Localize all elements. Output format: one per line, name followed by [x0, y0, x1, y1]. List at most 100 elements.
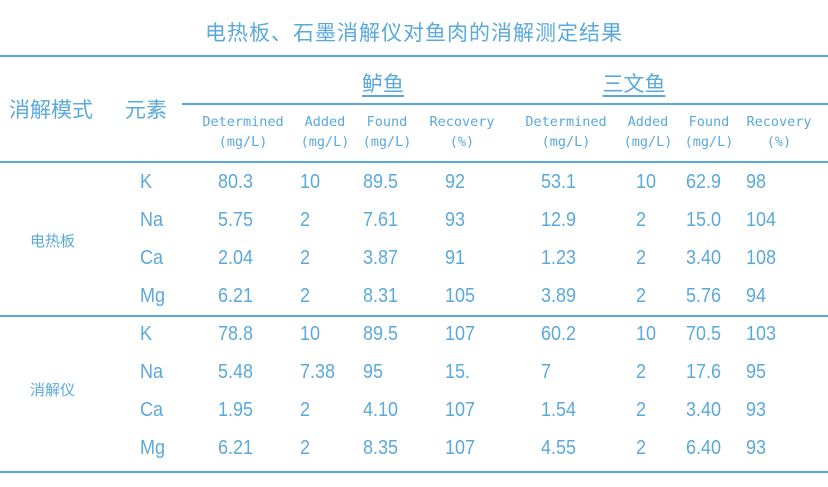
element-cell: Ca — [140, 399, 164, 421]
subheader-unit: (mg/L) — [623, 134, 673, 150]
top-rule — [0, 55, 828, 57]
value-cell: 105 — [445, 285, 476, 307]
value-cell: 6.21 — [218, 437, 254, 459]
value-cell: 93 — [746, 437, 767, 459]
value-cell: 89.5 — [363, 323, 399, 345]
subheader-name: Determined — [202, 114, 284, 130]
value-cell: 89.5 — [363, 171, 399, 193]
value-cell: 93 — [445, 209, 466, 231]
value-cell: 2 — [300, 285, 311, 307]
element-cell: Ca — [140, 247, 164, 269]
element-cell: Na — [140, 209, 164, 231]
subheader-name: Found — [688, 114, 730, 130]
table-title: 电热板、石墨消解仪对鱼肉的消解测定结果 — [205, 22, 623, 45]
value-cell: 107 — [445, 323, 476, 345]
value-cell: 7 — [541, 361, 552, 383]
value-cell: 95 — [746, 361, 767, 383]
subheader-added: Added (mg/L) — [301, 112, 350, 152]
value-cell: 2 — [300, 247, 311, 269]
value-cell: 1.95 — [218, 399, 254, 421]
value-cell: 2 — [636, 437, 647, 459]
subheader-unit: (%) — [766, 134, 792, 150]
subheader-determined: Determined (mg/L) — [202, 112, 283, 152]
subheader-name: Added — [304, 114, 346, 130]
value-cell: 107 — [445, 437, 476, 459]
subheader-found: Found (mg/L) — [363, 112, 412, 152]
value-cell: 8.31 — [363, 285, 399, 307]
element-cell: Na — [140, 361, 164, 383]
value-cell: 5.75 — [218, 209, 254, 231]
value-cell: 80.3 — [218, 171, 254, 193]
value-cell: 91 — [445, 247, 466, 269]
element-cell: Mg — [140, 437, 166, 459]
value-cell: 8.35 — [363, 437, 399, 459]
value-cell: 2.04 — [218, 247, 254, 269]
value-cell: 94 — [746, 285, 767, 307]
value-cell: 10 — [300, 171, 321, 193]
value-cell: 10 — [636, 323, 657, 345]
subheader-unit: (mg/L) — [684, 134, 734, 150]
subheader-name: Found — [366, 114, 408, 130]
value-cell: 7.38 — [300, 361, 336, 383]
subheader-name: Determined — [525, 114, 607, 130]
subheader-name: Recovery — [429, 114, 495, 130]
subheader-found: Found (mg/L) — [685, 112, 734, 152]
subheader-recovery: Recovery (%) — [429, 112, 494, 152]
element-cell: Mg — [140, 285, 166, 307]
value-cell: 2 — [636, 285, 647, 307]
value-cell: 62.9 — [686, 171, 722, 193]
subheader-unit: (mg/L) — [300, 134, 350, 150]
value-cell: 92 — [445, 171, 466, 193]
subheader-unit: (mg/L) — [362, 134, 412, 150]
value-cell: 95 — [363, 361, 384, 383]
header-fish-salmon: 三文鱼 — [602, 73, 666, 96]
header-subrule — [182, 103, 828, 105]
value-cell: 2 — [636, 399, 647, 421]
value-cell: 17.6 — [686, 361, 722, 383]
subheader-determined: Determined (mg/L) — [525, 112, 606, 152]
value-cell: 4.10 — [363, 399, 399, 421]
value-cell: 2 — [300, 399, 311, 421]
subheader-unit: (%) — [449, 134, 475, 150]
group-label: 电热板 — [30, 233, 76, 250]
value-cell: 1.54 — [541, 399, 577, 421]
value-cell: 7.61 — [363, 209, 399, 231]
header-fish-perch: 鲈鱼 — [362, 73, 404, 96]
value-cell: 5.76 — [686, 285, 722, 307]
group-label: 消解仪 — [30, 382, 76, 399]
subheader-unit: (mg/L) — [218, 134, 268, 150]
value-cell: 3.87 — [363, 247, 399, 269]
bottom-rule — [0, 471, 828, 473]
value-cell: 2 — [300, 209, 311, 231]
value-cell: 108 — [746, 247, 777, 269]
value-cell: 107 — [445, 399, 476, 421]
value-cell: 53.1 — [541, 171, 577, 193]
subheader-recovery: Recovery (%) — [746, 112, 811, 152]
value-cell: 2 — [636, 361, 647, 383]
value-cell: 2 — [300, 437, 311, 459]
value-cell: 2 — [636, 247, 647, 269]
value-cell: 70.5 — [686, 323, 722, 345]
group-rule — [0, 315, 828, 317]
value-cell: 3.40 — [686, 399, 722, 421]
value-cell: 4.55 — [541, 437, 577, 459]
value-cell: 98 — [746, 171, 767, 193]
header-mode: 消解模式 — [9, 99, 93, 122]
subheader-added: Added (mg/L) — [624, 112, 673, 152]
element-cell: K — [140, 323, 153, 345]
subheader-name: Added — [627, 114, 669, 130]
value-cell: 60.2 — [541, 323, 577, 345]
value-cell: 2 — [636, 209, 647, 231]
value-cell: 103 — [746, 323, 777, 345]
subheader-name: Recovery — [746, 114, 812, 130]
value-cell: 12.9 — [541, 209, 577, 231]
value-cell: 6.40 — [686, 437, 722, 459]
value-cell: 3.40 — [686, 247, 722, 269]
value-cell: 1.23 — [541, 247, 577, 269]
value-cell: 10 — [636, 171, 657, 193]
value-cell: 93 — [746, 399, 767, 421]
value-cell: 15.0 — [686, 209, 722, 231]
value-cell: 3.89 — [541, 285, 577, 307]
element-cell: K — [140, 171, 153, 193]
value-cell: 15. — [445, 361, 471, 383]
